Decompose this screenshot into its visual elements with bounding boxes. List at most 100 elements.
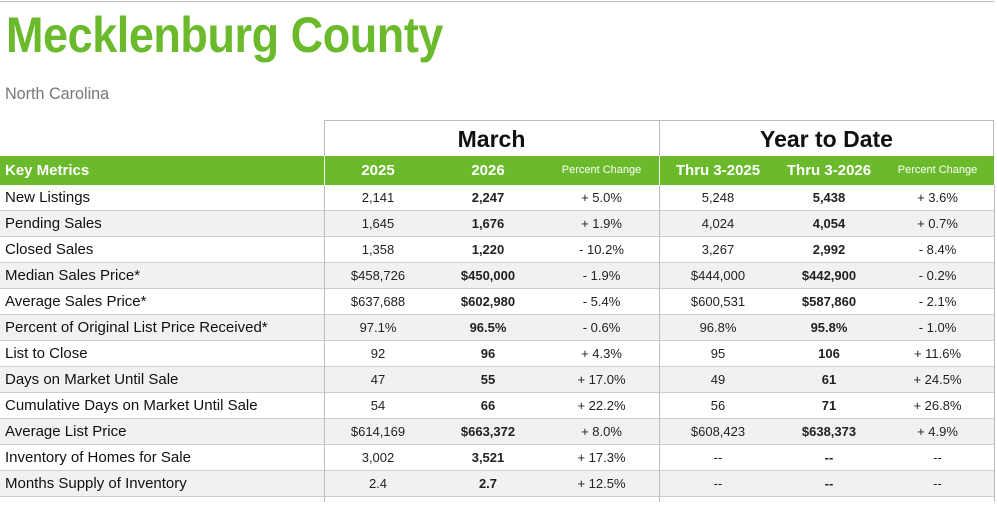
ytd-percent-change: --: [933, 476, 942, 491]
march-2025-value: 92: [370, 346, 386, 361]
ytd-percent-change: + 26.8%: [913, 398, 962, 413]
ytd-2025-value: $608,423: [690, 424, 746, 439]
ytd-2025-value: 49: [710, 372, 726, 387]
metric-label: Average List Price: [5, 423, 127, 440]
march-2026-value: $450,000: [460, 268, 516, 283]
metric-label: New Listings: [5, 189, 91, 206]
metric-label: Pending Sales: [5, 215, 102, 232]
metric-label: Days on Market Until Sale: [5, 371, 179, 388]
march-group-frame: [324, 120, 659, 156]
column-divider: [659, 185, 660, 502]
ytd-2025-value: 95: [710, 346, 726, 361]
march-percent-change: + 5.0%: [581, 190, 622, 205]
ytd-group-frame: [659, 120, 994, 156]
ytd-2026-value: 106: [818, 346, 840, 361]
header-divider: [324, 156, 325, 185]
march-2026-value: 3,521: [471, 450, 505, 465]
march-percent-change: - 10.2%: [579, 242, 624, 257]
ytd-2025-value: 5,248: [701, 190, 735, 205]
header-ytd-2026: Thru 3-2026: [786, 162, 872, 179]
ytd-2026-value: 95.8%: [810, 320, 848, 335]
table-header-bar: [0, 156, 994, 185]
march-2026-value: 55: [480, 372, 496, 387]
metric-label: Inventory of Homes for Sale: [5, 449, 191, 466]
march-2026-value: 96.5%: [469, 320, 507, 335]
top-rule: [0, 1, 994, 2]
ytd-2026-value: $442,900: [801, 268, 857, 283]
ytd-percent-change: + 11.6%: [913, 346, 962, 361]
table-row: Average Sales Price* $637,688 $602,980 -…: [0, 289, 994, 315]
ytd-percent-change: + 3.6%: [917, 190, 958, 205]
march-2025-value: 1,358: [361, 242, 395, 257]
march-percent-change: - 1.9%: [582, 268, 621, 283]
table-row: Percent of Original List Price Received*…: [0, 315, 994, 341]
march-2026-value: 1,220: [471, 242, 505, 257]
march-2025-value: $637,688: [350, 294, 406, 309]
ytd-percent-change: + 0.7%: [917, 216, 958, 231]
table-right-border: [994, 185, 995, 502]
table-row: New Listings 2,141 2,247 + 5.0% 5,248 5,…: [0, 185, 994, 211]
march-percent-change: + 8.0%: [581, 424, 622, 439]
ytd-percent-change: + 24.5%: [913, 372, 962, 387]
ytd-2026-value: 61: [821, 372, 837, 387]
march-2025-value: 2,141: [361, 190, 395, 205]
march-percent-change: + 4.3%: [581, 346, 622, 361]
table-row: Months Supply of Inventory 2.4 2.7 + 12.…: [0, 471, 994, 497]
ytd-percent-change: + 4.9%: [917, 424, 958, 439]
page-subtitle: North Carolina: [5, 84, 110, 103]
header-march-2025: 2025: [361, 162, 395, 179]
march-2025-value: 97.1%: [359, 320, 397, 335]
table-row: Closed Sales 1,358 1,220 - 10.2% 3,267 2…: [0, 237, 994, 263]
header-ytd-percent-change: Percent Change: [897, 164, 978, 176]
table-row: List to Close 92 96 + 4.3% 95 106 + 11.6…: [0, 341, 994, 367]
march-2025-value: $614,169: [350, 424, 406, 439]
march-percent-change: + 17.3%: [577, 450, 626, 465]
group-title-ytd: Year to Date: [760, 126, 893, 152]
table-row: Inventory of Homes for Sale 3,002 3,521 …: [0, 445, 994, 471]
march-2026-value: 66: [480, 398, 496, 413]
header-key-metrics: Key Metrics: [5, 162, 90, 179]
ytd-percent-change: - 8.4%: [918, 242, 957, 257]
column-divider: [324, 185, 325, 502]
ytd-2025-value: 96.8%: [699, 320, 737, 335]
march-2025-value: 2.4: [368, 476, 388, 491]
ytd-percent-change: - 0.2%: [918, 268, 957, 283]
table-row: Pending Sales 1,645 1,676 + 1.9% 4,024 4…: [0, 211, 994, 237]
ytd-2026-value: 71: [821, 398, 837, 413]
march-2025-value: $458,726: [350, 268, 406, 283]
ytd-2026-value: 5,438: [812, 190, 846, 205]
table-row: Cumulative Days on Market Until Sale 54 …: [0, 393, 994, 419]
ytd-percent-change: - 2.1%: [918, 294, 957, 309]
march-2026-value: 2,247: [471, 190, 505, 205]
march-2026-value: 1,676: [471, 216, 505, 231]
march-2025-value: 3,002: [361, 450, 395, 465]
march-percent-change: + 17.0%: [577, 372, 626, 387]
table-row: Days on Market Until Sale 47 55 + 17.0% …: [0, 367, 994, 393]
ytd-2025-value: 4,024: [701, 216, 735, 231]
ytd-2026-value: 4,054: [812, 216, 846, 231]
ytd-2025-value: 3,267: [701, 242, 735, 257]
table-row: Average List Price $614,169 $663,372 + 8…: [0, 419, 994, 445]
march-2025-value: 54: [370, 398, 386, 413]
table-row: Median Sales Price* $458,726 $450,000 - …: [0, 263, 994, 289]
ytd-2025-value: --: [713, 476, 723, 491]
metric-label: Closed Sales: [5, 241, 94, 258]
ytd-2025-value: $600,531: [690, 294, 746, 309]
march-percent-change: + 22.2%: [577, 398, 626, 413]
march-2025-value: 1,645: [361, 216, 395, 231]
ytd-2025-value: --: [713, 450, 723, 465]
ytd-2025-value: $444,000: [690, 268, 746, 283]
ytd-percent-change: --: [933, 450, 942, 465]
march-percent-change: - 5.4%: [582, 294, 621, 309]
ytd-2026-value: --: [824, 476, 834, 491]
header-march-2026: 2026: [471, 162, 505, 179]
ytd-2026-value: $587,860: [801, 294, 857, 309]
march-2025-value: 47: [370, 372, 386, 387]
march-2026-value: 96: [480, 346, 496, 361]
header-ytd-2025: Thru 3-2025: [675, 162, 761, 179]
header-march-percent-change: Percent Change: [561, 164, 642, 176]
march-percent-change: + 1.9%: [581, 216, 622, 231]
march-2026-value: 2.7: [478, 476, 498, 491]
march-2026-value: $602,980: [460, 294, 516, 309]
metric-label: List to Close: [5, 345, 88, 362]
